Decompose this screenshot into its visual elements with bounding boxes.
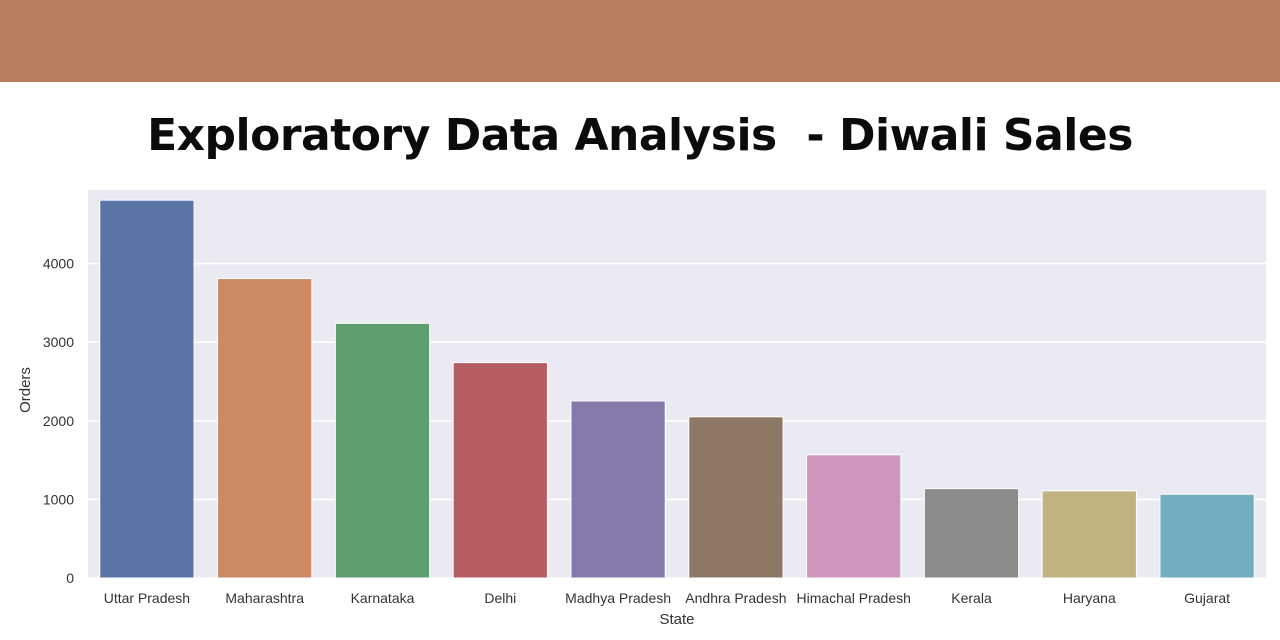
bar-andhra-pradesh — [688, 416, 784, 579]
x-tick-label: Himachal Pradesh — [797, 590, 911, 606]
bar-chart: 0 1000 2000 3000 4000 5000 Uttar Pradesh Mahar… — [17, 186, 1266, 628]
x-tick-label: Gujarat — [1184, 590, 1230, 606]
bar-madhya-pradesh — [570, 400, 666, 579]
x-tick-label: Andhra Pradesh — [685, 590, 786, 606]
y-tick-label: 0 — [66, 570, 74, 586]
x-tick-label: Karnataka — [351, 590, 415, 606]
x-tick-label: Delhi — [484, 590, 516, 606]
bars — [99, 199, 1255, 579]
x-tick-label: Madhya Pradesh — [565, 590, 671, 606]
x-axis-label: State — [659, 611, 694, 628]
x-tick-labels: Uttar Pradesh Maharashtra Karnataka Delhi Ma… — [104, 590, 1230, 606]
y-tick-labels: 0 1000 2000 3000 4000 5000 — [43, 186, 74, 586]
bar-delhi — [452, 362, 548, 579]
bar-uttar-pradesh — [99, 199, 195, 579]
x-tick-label: Maharashtra — [225, 590, 304, 606]
y-tick-label: 2000 — [43, 413, 74, 429]
header-banner — [0, 0, 1280, 82]
x-tick-label: Kerala — [951, 590, 992, 606]
y-tick-label: 3000 — [43, 334, 74, 350]
y-tick-label: 5000 — [43, 186, 74, 193]
bar-kerala — [923, 488, 1020, 579]
bar-karnataka — [334, 322, 431, 579]
page-title: Exploratory Data Analysis - Diwali Sales — [147, 110, 1133, 161]
bar-himachal-pradesh — [806, 454, 902, 579]
y-axis-label: Orders — [17, 367, 34, 413]
bar-gujarat — [1159, 493, 1255, 579]
x-tick-label: Uttar Pradesh — [104, 590, 190, 606]
x-tick-label: Haryana — [1063, 590, 1116, 606]
bar-haryana — [1041, 490, 1137, 579]
bar-maharashtra — [217, 278, 313, 579]
y-tick-label: 4000 — [43, 256, 74, 272]
y-tick-label: 1000 — [43, 491, 74, 507]
